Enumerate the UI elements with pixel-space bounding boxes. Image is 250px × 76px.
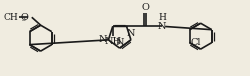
Text: N: N <box>158 22 166 31</box>
Text: O: O <box>142 3 149 12</box>
Text: N: N <box>116 38 124 47</box>
Text: CH: CH <box>3 13 18 22</box>
Text: NH: NH <box>104 37 121 46</box>
Text: 3: 3 <box>22 17 26 22</box>
Text: Cl: Cl <box>191 38 202 47</box>
Text: 2: 2 <box>117 39 121 44</box>
Text: N: N <box>99 35 108 44</box>
Text: O: O <box>21 13 29 22</box>
Text: H: H <box>158 13 166 22</box>
Text: N: N <box>127 29 135 38</box>
